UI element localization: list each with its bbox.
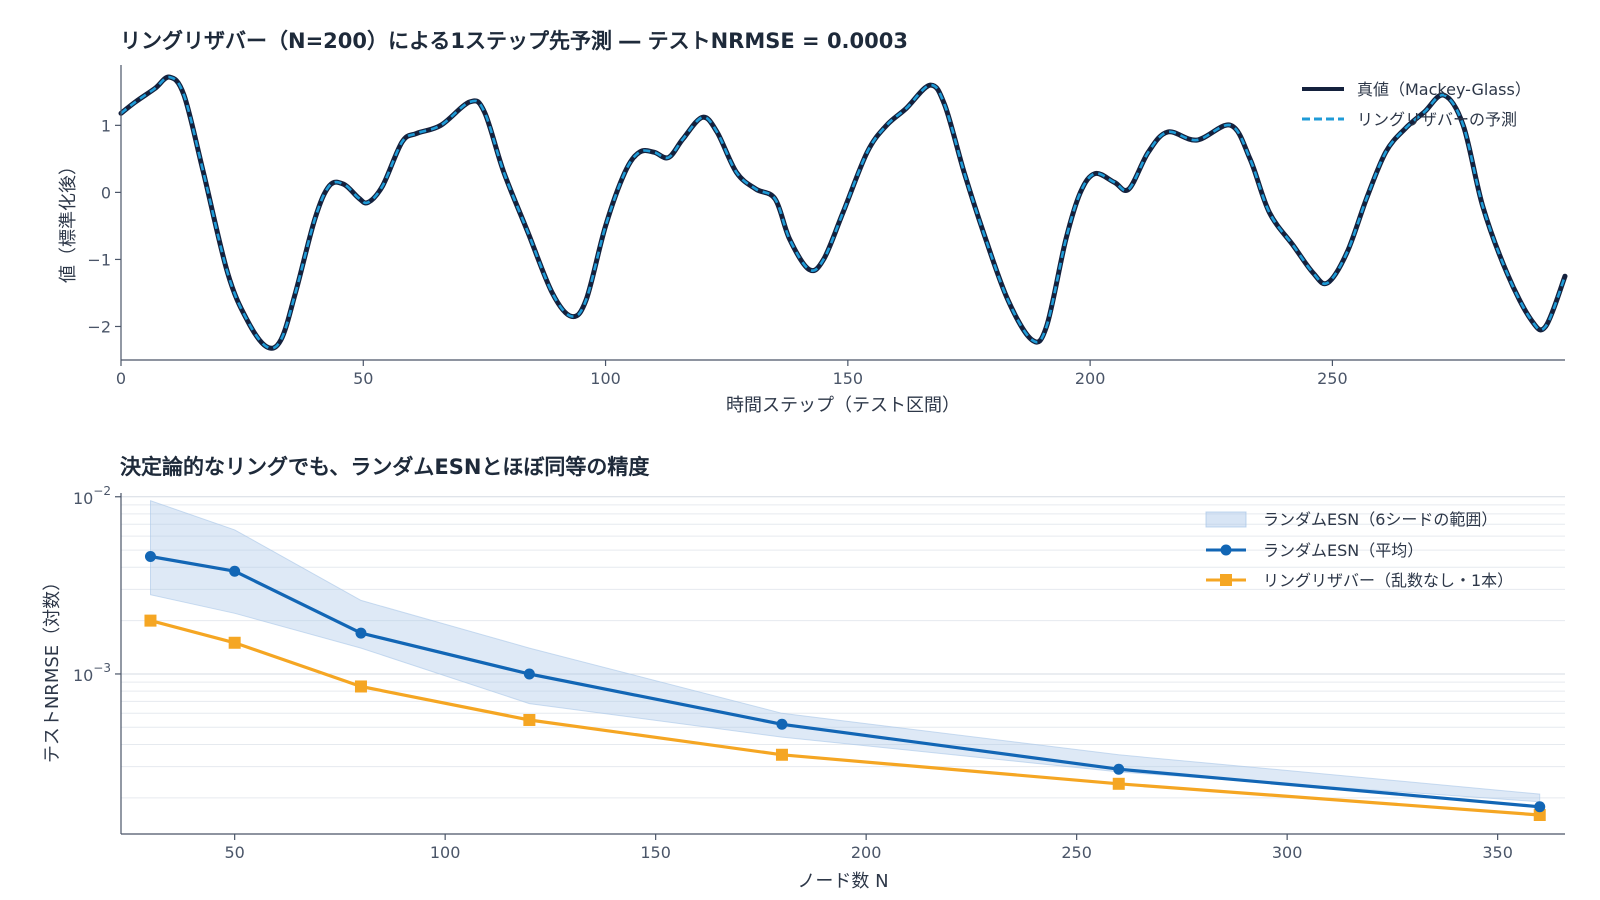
top-title: リングリザバー（N=200）による1ステップ先予測 ― テストNRMSE = 0…	[120, 29, 908, 53]
ring-point	[144, 614, 157, 627]
series-line-truth	[118, 74, 1568, 351]
x-tick-label: 0	[116, 369, 126, 388]
x-tick-label: 150	[833, 369, 864, 388]
x-tick-label: 200	[1075, 369, 1106, 388]
random-mean-point	[355, 627, 367, 639]
random-mean-point	[776, 718, 788, 730]
x-tick-label: 50	[224, 843, 244, 862]
y-tick-label: −2	[87, 317, 111, 336]
ring-point	[228, 636, 241, 649]
top-x-axis-label: 時間ステップ（テスト区間）	[726, 395, 960, 416]
ring-point	[354, 680, 367, 693]
random-mean-point	[523, 668, 535, 680]
bottom-grid	[121, 496, 1565, 799]
x-tick-label: 300	[1272, 843, 1303, 862]
legend-label-prediction: リングリザバーの予測	[1357, 110, 1517, 129]
bottom-plot-area	[144, 499, 1546, 822]
legend-swatch-band	[1205, 511, 1247, 528]
x-tick-label: 150	[640, 843, 671, 862]
legend-marker-random-mean	[1220, 544, 1232, 556]
top-legend: 真値（Mackey-Glass） リングリザバーの予測	[1302, 80, 1531, 129]
x-tick-label: 350	[1482, 843, 1513, 862]
y-tick-label: 10−2	[73, 484, 111, 508]
legend-label-band: ランダムESN（6シードの範囲）	[1263, 510, 1497, 529]
legend-marker-ring	[1220, 574, 1232, 586]
top-y-ticks: −2 −1 0 1	[87, 116, 121, 336]
ring-point	[775, 748, 788, 761]
random-mean-point	[1534, 801, 1546, 813]
x-tick-label: 100	[590, 369, 621, 388]
bottom-x-ticks: 50 100 150 200 250 300 350	[224, 834, 1513, 862]
bottom-y-axis-label: テストNRMSE（対数）	[42, 573, 63, 763]
bottom-x-axis-label: ノード数 N	[797, 871, 888, 892]
y-tick-label: 0	[101, 183, 111, 202]
panel-bottom: 決定論的なリングでも、ランダムESNとほぼ同等の精度 50 100 150 200 25…	[42, 455, 1565, 892]
top-x-ticks: 0 50 100 150 200 250	[116, 360, 1348, 388]
x-tick-label: 100	[430, 843, 461, 862]
y-tick-label: 10−3	[73, 661, 111, 685]
legend-label-random-mean: ランダムESN（平均）	[1263, 541, 1423, 560]
x-tick-label: 50	[353, 369, 373, 388]
top-y-axis-label: 値（標準化後）	[58, 157, 79, 283]
x-tick-label: 250	[1061, 843, 1092, 862]
ring-point	[1533, 809, 1546, 822]
ring-point	[1112, 777, 1125, 790]
bottom-legend: ランダムESN（6シードの範囲） ランダムESN（平均） リングリザバー（乱数な…	[1205, 510, 1513, 590]
legend-label-truth: 真値（Mackey-Glass）	[1357, 80, 1531, 99]
top-plot-area	[118, 74, 1568, 351]
x-tick-label: 250	[1317, 369, 1348, 388]
y-tick-label: 1	[101, 116, 111, 135]
x-tick-label: 200	[851, 843, 882, 862]
bottom-title: 決定論的なリングでも、ランダムESNとほぼ同等の精度	[120, 455, 649, 479]
bottom-y-ticks: 10−3 10−2	[73, 484, 121, 685]
random-mean-point	[1113, 763, 1125, 775]
y-tick-label: −1	[87, 250, 111, 269]
series-line-prediction	[120, 75, 1567, 350]
legend-label-ring: リングリザバー（乱数なし・1本）	[1263, 571, 1513, 590]
random-mean-point	[144, 551, 156, 563]
panel-top: リングリザバー（N=200）による1ステップ先予測 ― テストNRMSE = 0…	[58, 29, 1568, 416]
ring-point	[523, 713, 536, 726]
random-mean-point	[229, 565, 241, 577]
